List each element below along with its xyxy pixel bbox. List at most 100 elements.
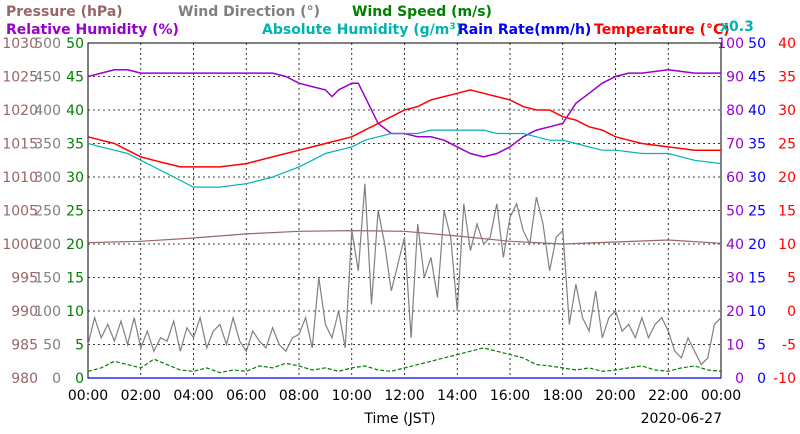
series-line-2 <box>87 129 722 188</box>
legend-wind-speed: Wind Speed (m/s) <box>352 4 492 20</box>
tick-temperature-7: 5 <box>787 271 796 287</box>
tick-temperature-8: 0 <box>787 304 796 320</box>
tick-humidity-4: 60 <box>726 170 744 186</box>
tick-humidity-10: 0 <box>735 371 744 387</box>
x-tick-label-5: 10:00 <box>332 388 372 404</box>
legend-temperature: Temperature (°C) <box>594 22 730 38</box>
plot-layer: 00:00 02:00 04:00 06:00 08:00 10:00 12:00 14:00… <box>2 36 796 404</box>
tick-pressure-1: 1025 <box>2 70 38 86</box>
tick-rain-rate-5: 25 <box>748 204 766 220</box>
tick-temperature-5: 15 <box>778 204 796 220</box>
tick-wind-speed-10: 0 <box>75 371 84 387</box>
legend-pressure: Pressure (hPa) <box>6 4 123 20</box>
tick-wind-direction-2: 400 <box>34 103 61 119</box>
tick-humidity-6: 40 <box>726 237 744 253</box>
tick-pressure-7: 995 <box>11 271 38 287</box>
tick-rain-rate-8: 10 <box>748 304 766 320</box>
x-tick-label-2: 04:00 <box>173 388 213 404</box>
legend-rain-rate: Rain Rate(mm/h) <box>458 22 591 38</box>
series-line-5 <box>87 347 722 374</box>
tick-temperature-10: -10 <box>773 371 796 387</box>
x-tick-label-0: 00:00 <box>68 388 108 404</box>
tick-humidity-7: 30 <box>726 271 744 287</box>
chart-date: 2020-06-27 <box>641 411 722 427</box>
x-tick-label-4: 08:00 <box>279 388 319 404</box>
x-tick-label-6: 12:00 <box>384 388 424 404</box>
legend-wind-direction: Wind Direction (°) <box>178 4 320 20</box>
tick-wind-speed-7: 15 <box>66 271 84 287</box>
tick-rain-rate-10: 0 <box>757 371 766 387</box>
tick-pressure-10: 980 <box>11 371 38 387</box>
tick-pressure-3: 1015 <box>2 137 38 153</box>
tick-pressure-9: 985 <box>11 338 38 354</box>
series-line-1 <box>87 89 721 168</box>
tick-temperature-6: 10 <box>778 237 796 253</box>
legend-absolute-humidity-text: Absolute Humidity (g/m <box>262 22 449 38</box>
tick-wind-speed-2: 40 <box>66 103 84 119</box>
tick-wind-speed-6: 20 <box>66 237 84 253</box>
legend-rain-scale: x0.3 <box>720 19 754 35</box>
legend-absolute-humidity-sup: 3 <box>449 22 455 32</box>
tick-rain-rate-0: 50 <box>748 36 766 52</box>
tick-pressure-5: 1005 <box>2 204 38 220</box>
tick-wind-direction-4: 300 <box>34 170 61 186</box>
tick-pressure-4: 1010 <box>2 170 38 186</box>
tick-wind-direction-0: 500 <box>34 36 61 52</box>
tick-rain-rate-4: 30 <box>748 170 766 186</box>
x-tick-label-3: 06:00 <box>226 388 266 404</box>
tick-pressure-8: 990 <box>11 304 38 320</box>
tick-rain-rate-6: 20 <box>748 237 766 253</box>
tick-wind-speed-5: 25 <box>66 204 84 220</box>
legend-absolute-humidity: Absolute Humidity (g/m3) <box>262 22 462 38</box>
tick-wind-direction-6: 200 <box>34 237 61 253</box>
tick-wind-direction-7: 150 <box>34 271 61 287</box>
tick-wind-speed-0: 50 <box>66 36 84 52</box>
tick-rain-rate-3: 35 <box>748 137 766 153</box>
tick-humidity-9: 10 <box>726 338 744 354</box>
tick-humidity-8: 20 <box>726 304 744 320</box>
tick-rain-rate-7: 15 <box>748 271 766 287</box>
tick-wind-direction-9: 50 <box>43 338 61 354</box>
tick-wind-speed-4: 30 <box>66 170 84 186</box>
x-axis-label: Time (JST) <box>363 411 435 427</box>
tick-wind-speed-8: 10 <box>66 304 84 320</box>
x-tick-label-10: 20:00 <box>595 388 635 404</box>
tick-humidity-0: 100 <box>717 36 744 52</box>
series-line-4 <box>87 183 722 366</box>
tick-temperature-9: -5 <box>782 338 796 354</box>
tick-wind-direction-8: 100 <box>34 304 61 320</box>
tick-humidity-3: 70 <box>726 137 744 153</box>
tick-wind-direction-10: 0 <box>52 371 61 387</box>
tick-pressure-2: 1020 <box>2 103 38 119</box>
tick-humidity-2: 80 <box>726 103 744 119</box>
tick-wind-direction-3: 350 <box>34 137 61 153</box>
series-line-3 <box>87 229 722 245</box>
tick-rain-rate-1: 45 <box>748 70 766 86</box>
tick-wind-speed-9: 5 <box>75 338 84 354</box>
tick-rain-rate-9: 5 <box>757 338 766 354</box>
tick-wind-direction-5: 250 <box>34 204 61 220</box>
tick-wind-direction-1: 450 <box>34 70 61 86</box>
x-tick-label-8: 16:00 <box>490 388 530 404</box>
legend-absolute-humidity-close: ) <box>456 22 462 38</box>
x-tick-label-1: 02:00 <box>121 388 161 404</box>
tick-temperature-2: 30 <box>778 103 796 119</box>
tick-pressure-6: 1000 <box>2 237 38 253</box>
tick-rain-rate-2: 40 <box>748 103 766 119</box>
x-tick-label-12: 00:00 <box>701 388 741 404</box>
tick-wind-speed-1: 45 <box>66 70 84 86</box>
legend-relative-humidity: Relative Humidity (%) <box>6 22 179 38</box>
tick-humidity-5: 50 <box>726 204 744 220</box>
tick-temperature-4: 20 <box>778 170 796 186</box>
tick-temperature-1: 35 <box>778 70 796 86</box>
tick-wind-speed-3: 35 <box>66 137 84 153</box>
x-tick-label-7: 14:00 <box>437 388 477 404</box>
tick-temperature-0: 40 <box>778 36 796 52</box>
x-tick-label-9: 18:00 <box>543 388 583 404</box>
x-tick-label-11: 22:00 <box>648 388 688 404</box>
tick-pressure-0: 1030 <box>2 36 38 52</box>
tick-humidity-1: 90 <box>726 70 744 86</box>
tick-temperature-3: 25 <box>778 137 796 153</box>
